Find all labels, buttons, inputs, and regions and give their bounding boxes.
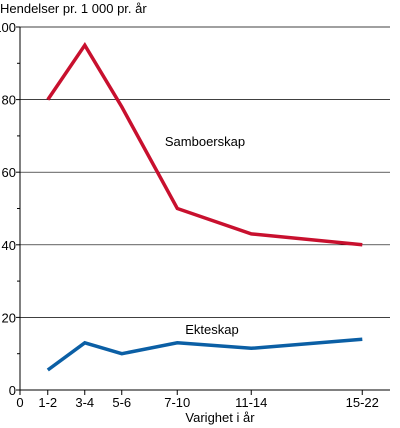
series-line-samboerskap: [46, 41, 363, 247]
x-tick-label: 1-2: [38, 395, 57, 410]
x-tick-label: 5-6: [112, 395, 131, 410]
y-tick-label: 40: [2, 238, 16, 253]
x-tick-label: 15-22: [346, 395, 379, 410]
y-tick-label: 0: [9, 383, 16, 398]
y-tick-label: 60: [2, 165, 16, 180]
y-tick-label: 80: [2, 93, 16, 108]
x-tick-label: 11-14: [235, 395, 267, 410]
axes: [16, 26, 390, 395]
x-tick-label: 0: [16, 395, 23, 410]
series-label: Ekteskap: [185, 322, 238, 337]
x-tick-labels: 0 1-2 3-4 5-6 7-10 11-14 15-22: [16, 395, 378, 410]
x-axis-label: Varighet i år: [185, 410, 255, 425]
x-tick-label: 3-4: [75, 395, 94, 410]
series-line-ekteskap: [46, 337, 363, 372]
y-tick-label: 100: [0, 20, 16, 35]
y-tick-label: 20: [2, 310, 16, 325]
x-tick-label: 7-10: [164, 395, 190, 410]
series-label: Samboerskap: [165, 134, 245, 149]
y-tick-labels: 0 20 40 60 80 100: [0, 20, 16, 398]
series-lines: Samboerskap Ekteskap: [46, 41, 363, 372]
gridlines: [20, 26, 390, 318]
y-axis-label: Hendelser pr. 1 000 pr. år: [0, 1, 147, 16]
